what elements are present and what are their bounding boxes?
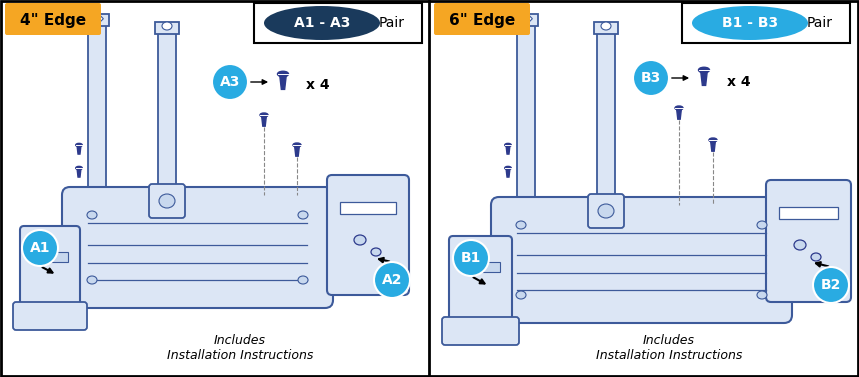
Ellipse shape — [757, 291, 767, 299]
Bar — [461, 262, 500, 272]
Text: x 4: x 4 — [728, 75, 751, 89]
FancyBboxPatch shape — [62, 187, 333, 308]
Text: B2: B2 — [821, 278, 841, 292]
Ellipse shape — [298, 211, 308, 219]
Ellipse shape — [709, 138, 717, 142]
Ellipse shape — [76, 166, 82, 170]
Circle shape — [453, 240, 489, 276]
Circle shape — [633, 60, 669, 96]
Ellipse shape — [354, 235, 366, 245]
Ellipse shape — [692, 6, 808, 40]
Circle shape — [22, 230, 58, 266]
Text: Pair: Pair — [807, 16, 833, 30]
Bar — [155, 22, 179, 34]
Text: 6" Edge: 6" Edge — [449, 12, 515, 28]
Polygon shape — [77, 146, 81, 154]
Ellipse shape — [505, 166, 511, 170]
Text: A3: A3 — [220, 75, 241, 89]
Bar — [594, 22, 618, 34]
Ellipse shape — [87, 211, 97, 219]
Polygon shape — [280, 75, 286, 89]
Text: Pair: Pair — [379, 16, 405, 30]
Bar — [32, 252, 68, 262]
Bar — [517, 24, 535, 219]
FancyBboxPatch shape — [20, 226, 80, 329]
Ellipse shape — [811, 253, 821, 261]
Bar — [254, 3, 422, 43]
FancyBboxPatch shape — [491, 197, 792, 323]
FancyBboxPatch shape — [327, 175, 409, 295]
Polygon shape — [506, 169, 510, 177]
Ellipse shape — [76, 143, 82, 147]
Ellipse shape — [298, 276, 308, 284]
Ellipse shape — [371, 248, 381, 256]
Ellipse shape — [601, 22, 611, 30]
Polygon shape — [677, 109, 681, 119]
Bar — [779, 207, 838, 219]
Text: A1 - A3: A1 - A3 — [294, 16, 350, 30]
Text: B1: B1 — [460, 251, 481, 265]
Text: x 4: x 4 — [306, 78, 330, 92]
Ellipse shape — [277, 71, 289, 77]
Ellipse shape — [757, 221, 767, 229]
Polygon shape — [295, 146, 300, 156]
Bar — [597, 29, 615, 224]
Polygon shape — [262, 116, 266, 126]
Text: B3: B3 — [641, 71, 661, 85]
Circle shape — [374, 262, 410, 298]
Text: Includes
Installation Instructions: Includes Installation Instructions — [596, 334, 742, 362]
Ellipse shape — [516, 291, 526, 299]
Text: A2: A2 — [381, 273, 402, 287]
Ellipse shape — [87, 276, 97, 284]
Ellipse shape — [794, 240, 806, 250]
Ellipse shape — [516, 221, 526, 229]
FancyBboxPatch shape — [588, 194, 624, 228]
Ellipse shape — [675, 106, 683, 110]
Ellipse shape — [698, 67, 710, 73]
Polygon shape — [710, 141, 716, 151]
Bar — [85, 14, 109, 26]
FancyBboxPatch shape — [766, 180, 851, 302]
Bar — [91, 12, 103, 25]
Text: A1: A1 — [30, 241, 50, 255]
FancyBboxPatch shape — [13, 302, 87, 330]
Circle shape — [212, 64, 248, 100]
Polygon shape — [77, 169, 81, 177]
Text: B1 - B3: B1 - B3 — [722, 16, 778, 30]
Ellipse shape — [162, 22, 172, 30]
FancyBboxPatch shape — [449, 236, 512, 344]
Ellipse shape — [293, 143, 301, 147]
Ellipse shape — [159, 194, 175, 208]
Ellipse shape — [598, 204, 614, 218]
Polygon shape — [506, 146, 510, 154]
Text: Includes
Installation Instructions: Includes Installation Instructions — [167, 334, 314, 362]
Bar — [340, 202, 396, 214]
Ellipse shape — [264, 6, 380, 40]
Bar — [88, 24, 106, 219]
Bar — [682, 3, 850, 43]
Bar — [158, 29, 176, 224]
Ellipse shape — [260, 113, 268, 117]
Bar — [520, 12, 533, 25]
Circle shape — [813, 267, 849, 303]
Text: 4" Edge: 4" Edge — [20, 12, 86, 28]
Bar — [514, 14, 538, 26]
FancyBboxPatch shape — [434, 3, 530, 35]
FancyBboxPatch shape — [442, 317, 519, 345]
FancyBboxPatch shape — [5, 3, 101, 35]
Polygon shape — [701, 71, 707, 86]
FancyBboxPatch shape — [149, 184, 185, 218]
Ellipse shape — [505, 143, 511, 147]
